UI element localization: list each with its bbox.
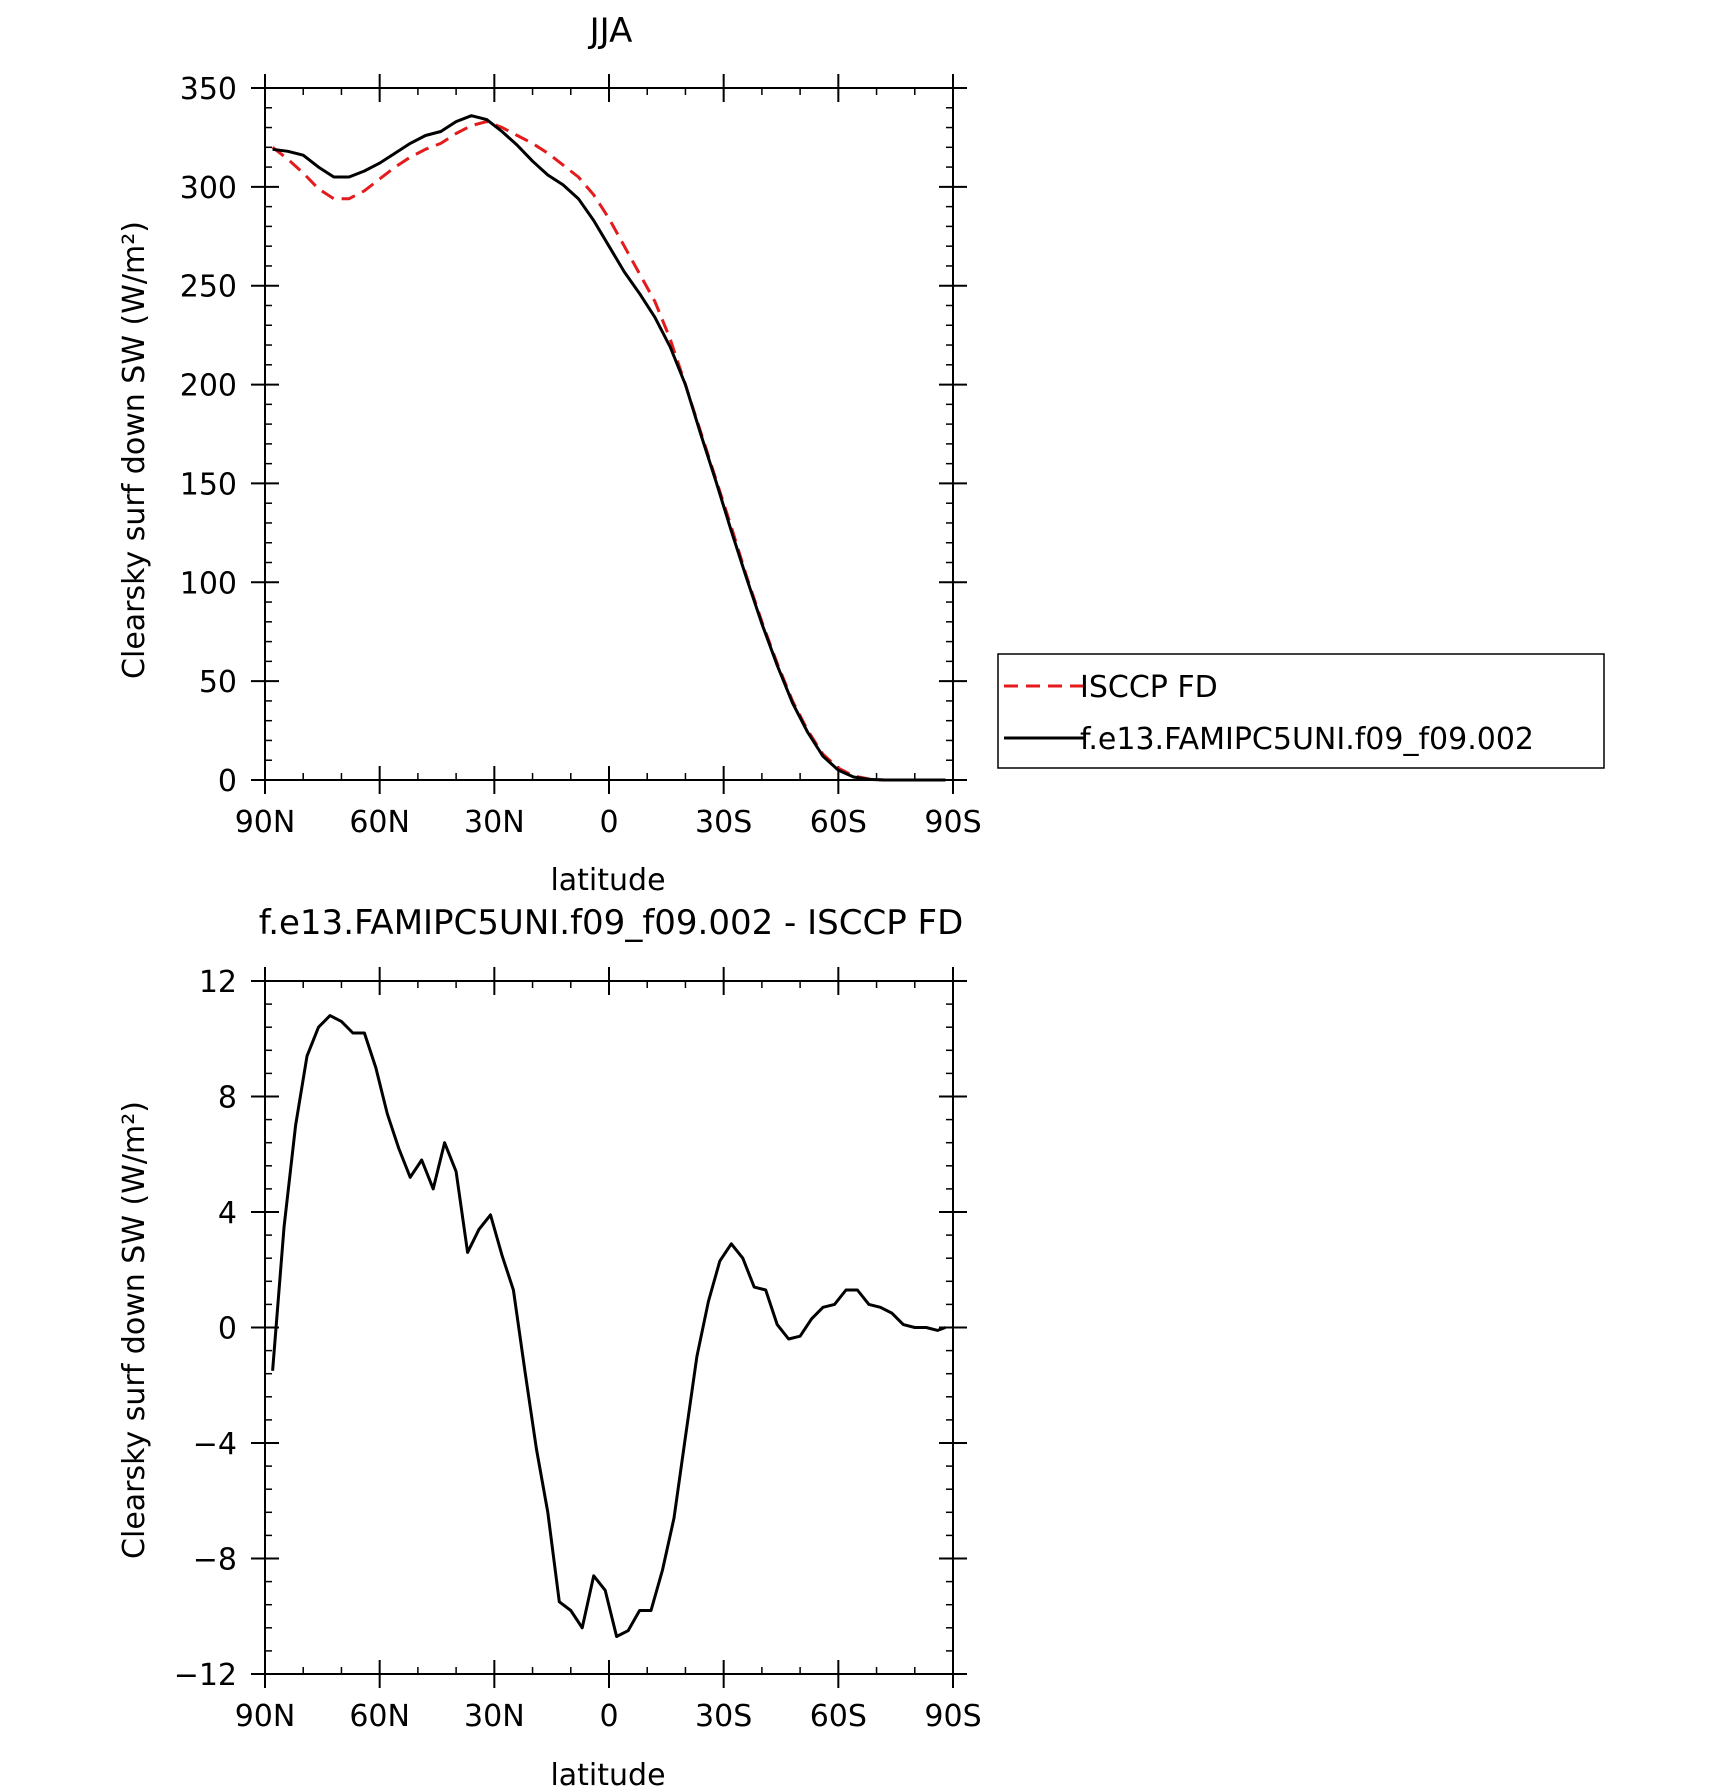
legend: ISCCP FD f.e13.FAMIPC5UNI.f09_f09.002 xyxy=(997,653,1605,769)
y-tick-label: 0 xyxy=(218,1312,237,1347)
top-panel: JJA latitude Clearsky surf down SW (W/m²… xyxy=(117,11,982,898)
series-line-model xyxy=(272,114,946,782)
y-tick-label: 200 xyxy=(180,369,237,404)
y-tick-label: −12 xyxy=(174,1658,237,1693)
x-tick-label: 30S xyxy=(695,805,752,840)
y-tick-label: 100 xyxy=(180,566,237,601)
x-tick-label: 60S xyxy=(810,805,867,840)
top-panel-ylabel: Clearsky surf down SW (W/m²) xyxy=(117,221,152,679)
y-tick-label: 4 xyxy=(218,1196,237,1231)
top-panel-xlabel: latitude xyxy=(550,863,665,898)
bottom-panel-ylabel: Clearsky surf down SW (W/m²) xyxy=(117,1101,152,1559)
x-tick-label: 90S xyxy=(924,1699,981,1734)
y-tick-label: −4 xyxy=(193,1427,237,1462)
y-tick-label: 50 xyxy=(199,665,237,700)
series-line-isccp xyxy=(271,120,946,782)
legend-box xyxy=(997,653,1605,769)
y-tick-label: 0 xyxy=(218,764,237,799)
plot-frame xyxy=(264,980,954,1675)
y-tick-label: 150 xyxy=(180,467,237,502)
x-tick-label: 0 xyxy=(599,805,618,840)
x-tick-label: 90S xyxy=(924,805,981,840)
y-tick-label: 250 xyxy=(180,270,237,305)
top-panel-title: JJA xyxy=(588,11,633,51)
bottom-panel-xlabel: latitude xyxy=(550,1758,665,1789)
bottom-panel: f.e13.FAMIPC5UNI.f09_f09.002 - ISCCP FD … xyxy=(117,903,982,1789)
y-tick-label: 350 xyxy=(180,72,237,107)
x-tick-label: 60S xyxy=(810,1699,867,1734)
legend-label-isccp: ISCCP FD xyxy=(1080,670,1218,705)
x-tick-label: 60N xyxy=(349,805,410,840)
y-tick-label: 300 xyxy=(180,171,237,206)
x-tick-label: 30N xyxy=(464,805,525,840)
plot-frame xyxy=(264,87,954,781)
y-tick-label: 12 xyxy=(199,965,237,1000)
x-tick-label: 30S xyxy=(695,1699,752,1734)
bottom-panel-title: f.e13.FAMIPC5UNI.f09_f09.002 - ISCCP FD xyxy=(259,903,964,943)
x-tick-label: 60N xyxy=(349,1699,410,1734)
x-tick-label: 0 xyxy=(599,1699,618,1734)
x-tick-label: 90N xyxy=(235,1699,296,1734)
series-line-difference xyxy=(271,1014,946,1638)
legend-label-model: f.e13.FAMIPC5UNI.f09_f09.002 xyxy=(1080,722,1534,757)
y-tick-label: 8 xyxy=(218,1081,237,1116)
x-tick-label: 30N xyxy=(464,1699,525,1734)
y-tick-label: −8 xyxy=(193,1543,237,1578)
x-tick-label: 90N xyxy=(235,805,296,840)
